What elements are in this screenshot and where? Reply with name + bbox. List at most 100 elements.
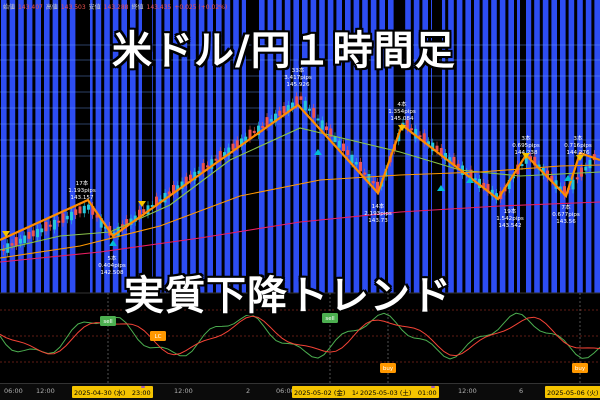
candle-body xyxy=(2,249,5,251)
session-band xyxy=(276,0,282,293)
zigzag-label-line: 7本 xyxy=(561,203,571,211)
candle-body xyxy=(316,118,320,121)
candle-body xyxy=(282,106,286,114)
session-band xyxy=(130,0,136,293)
session-band xyxy=(35,0,41,293)
candle-body xyxy=(269,118,273,122)
candle-body xyxy=(359,161,362,172)
candle-body xyxy=(138,209,141,218)
candle-body xyxy=(163,192,167,203)
chart-title: 米ドル/円１時間足 xyxy=(112,28,456,74)
session-band xyxy=(173,0,179,293)
candle-body xyxy=(223,152,226,157)
signal-tag: LC xyxy=(150,331,166,341)
zigzag-label-line: 143.56 xyxy=(556,219,576,225)
ohlc-legend: 始値 143.407 高値 143.503 安値 143.288 終値 143.… xyxy=(3,2,227,13)
candle-body xyxy=(189,174,192,181)
session-band xyxy=(61,0,67,293)
signal-tag: buy xyxy=(572,363,588,373)
zigzag-label-line: 0.716pips xyxy=(564,143,592,149)
session-band xyxy=(181,0,188,293)
candle-body xyxy=(240,138,243,147)
signal-tag-box xyxy=(100,316,116,326)
zigzag-label-line: 145.084 xyxy=(390,116,414,122)
time-tick: 6 xyxy=(519,387,524,395)
session-band xyxy=(353,0,360,293)
session-band xyxy=(224,0,231,293)
session-gap xyxy=(520,0,526,293)
candle-body xyxy=(482,182,486,188)
candle-body xyxy=(248,129,252,139)
candle-body xyxy=(422,133,426,143)
candle-body xyxy=(244,136,248,142)
candle-body xyxy=(350,154,354,164)
signal-tag-label: buy xyxy=(383,366,394,372)
candle-body xyxy=(180,181,184,189)
candle-body xyxy=(87,204,90,210)
signal-tag-label: LC xyxy=(155,334,162,340)
candle-body xyxy=(299,96,303,100)
candle-body xyxy=(550,175,554,182)
time-tick: 12:00 xyxy=(458,387,477,395)
zigzag-label-line: 144.276 xyxy=(566,150,590,156)
candle-body xyxy=(465,172,469,175)
candle-body xyxy=(150,204,154,207)
zigzag-label-line: 142.508 xyxy=(100,270,124,276)
candle-body xyxy=(231,143,235,150)
candle-body xyxy=(99,218,103,228)
candle-body xyxy=(193,171,197,181)
signal-tag-label: buy xyxy=(575,366,586,372)
session-gap xyxy=(396,0,404,293)
candle-body xyxy=(376,181,379,191)
session-band xyxy=(422,0,428,293)
candle-body xyxy=(558,186,562,190)
candle-body xyxy=(295,96,299,105)
candle-body xyxy=(31,230,35,237)
candle-body xyxy=(227,147,231,156)
zigzag-label-line: 14本 xyxy=(372,202,385,210)
session-band xyxy=(362,0,368,293)
candle-body xyxy=(524,154,528,164)
session-band xyxy=(164,0,170,293)
candle-body xyxy=(584,166,588,171)
session-band xyxy=(560,0,566,293)
candle-body xyxy=(10,243,14,246)
time-tick-highlight: 2025-05-06 (火) 10 xyxy=(545,386,600,398)
candle-body xyxy=(214,158,218,161)
time-tick: 2 xyxy=(246,387,251,395)
zigzag-label-line: 33本 xyxy=(292,66,305,74)
candle-body xyxy=(490,189,494,197)
session-band xyxy=(198,0,205,293)
candle-body xyxy=(507,179,511,190)
signal-tag-box xyxy=(322,313,338,323)
zigzag-label-line: 143.73 xyxy=(368,218,388,224)
candle-body xyxy=(410,128,413,131)
candle-body xyxy=(575,177,579,180)
close-value: 143.435 xyxy=(146,4,172,11)
session-band xyxy=(216,0,222,293)
session-band xyxy=(104,0,110,293)
candle-body xyxy=(456,163,460,167)
candle-body xyxy=(363,172,367,175)
low-label: 安値 xyxy=(88,4,101,11)
sell-arrow-icon xyxy=(398,125,406,131)
time-tick-highlight: 2025-04-30 (水) 23:00 xyxy=(72,386,153,398)
session-band xyxy=(568,0,575,293)
candle-body xyxy=(414,128,418,139)
sell-arrow-icon xyxy=(576,155,584,161)
zigzag-label-line: 5本 xyxy=(107,254,117,262)
candle-body xyxy=(91,206,95,215)
signal-tag: sell xyxy=(100,316,116,326)
candle-body xyxy=(36,228,39,238)
candle-body xyxy=(520,164,524,167)
candle-body xyxy=(320,120,324,130)
session-band xyxy=(413,0,420,293)
candle-body xyxy=(129,218,133,225)
time-axis[interactable]: 06:00 12:00 2025-04-30 (水) 23:00 12:00 2… xyxy=(0,383,600,400)
candle-body xyxy=(431,142,435,152)
